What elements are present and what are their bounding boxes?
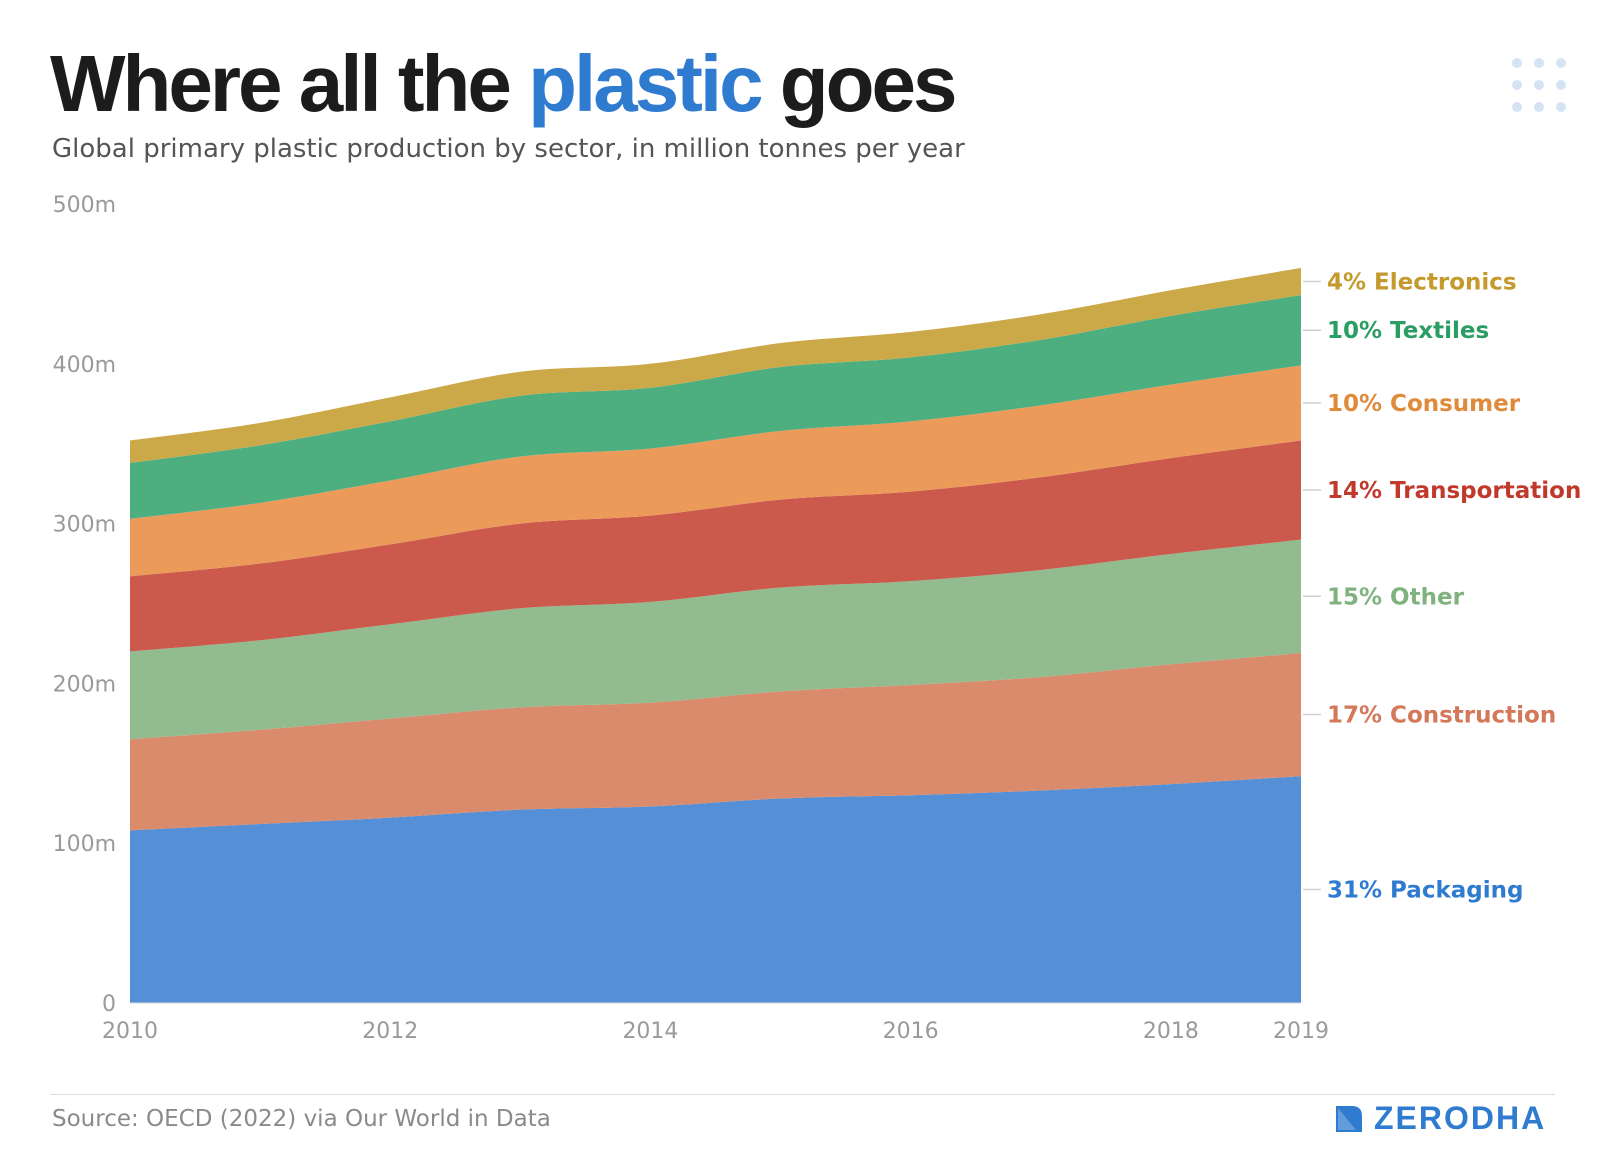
series-label-electronics: 4% Electronics [1327,270,1517,296]
title-part-1: Where all the [50,39,512,128]
source-note: Source: OECD (2022) via Our World in Dat… [52,1106,551,1132]
footer-divider [50,1094,1555,1095]
series-labels: 31% Packaging 17% Construction 15% Other 14… [1303,270,1581,904]
y-tick-label: 500m [53,193,116,218]
area-electronics [130,267,1301,463]
area-textiles [130,295,1301,519]
zerodha-logo-icon [1336,1105,1362,1132]
area-construction [130,653,1301,831]
area-layers [130,267,1301,1003]
series-label-other: 15% Other [1327,584,1465,610]
stacked-area-chart: 31% Packaging 17% Construction 15% Other 14… [53,193,1582,1044]
series-label-construction: 17% Construction [1327,703,1556,729]
brand-logo[interactable]: ZERODHA [1336,1100,1546,1137]
x-tick-label: 2018 [1143,1019,1199,1044]
area-other [130,539,1301,740]
y-tick-label: 400m [53,353,116,378]
y-tick-label: 100m [53,832,116,857]
y-axis: 0 100m 200m 300m 400m 500m [53,193,116,1017]
chart-subtitle: Global primary plastic production by sec… [52,134,965,164]
x-tick-label: 2012 [362,1019,418,1044]
area-consumer [130,365,1301,577]
series-label-consumer: 10% Consumer [1327,391,1521,417]
x-tick-label: 2010 [102,1019,158,1044]
x-tick-label: 2016 [883,1019,939,1044]
title-part-2: goes [779,39,958,128]
dot-grid-icon [1512,58,1566,112]
chart-title: Where all the plastic goes [50,44,958,124]
y-tick-label: 300m [53,513,116,538]
series-label-transportation: 14% Transportation [1327,478,1581,504]
brand-name: ZERODHA [1374,1100,1547,1136]
x-tick-label: 2014 [622,1019,678,1044]
x-axis: 2010 2012 2014 2016 2018 2019 [102,1002,1329,1044]
x-tick-label: 2019 [1273,1019,1329,1044]
area-packaging [130,776,1301,1003]
series-label-textiles: 10% Textiles [1327,318,1489,344]
y-tick-label: 0 [102,992,116,1017]
series-label-packaging: 31% Packaging [1327,878,1523,904]
y-tick-label: 200m [53,672,116,697]
title-accent-word: plastic [528,39,763,128]
area-transportation [130,440,1301,652]
